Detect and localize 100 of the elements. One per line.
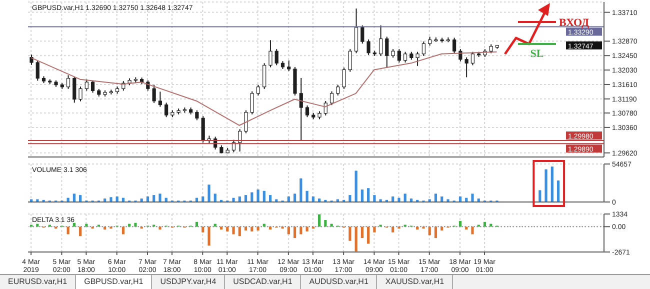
bar bbox=[471, 194, 474, 202]
text: USDCAD.var,H1 bbox=[225, 275, 302, 289]
candlestick bbox=[366, 38, 370, 56]
candlestick bbox=[416, 51, 420, 66]
candlestick bbox=[84, 78, 88, 92]
bar bbox=[256, 189, 260, 202]
bar bbox=[360, 226, 364, 238]
bar bbox=[134, 222, 137, 227]
candlestick bbox=[385, 36, 389, 68]
bar bbox=[79, 226, 82, 236]
bar bbox=[220, 226, 223, 230]
bar bbox=[122, 226, 125, 234]
candlestick bbox=[464, 56, 468, 78]
candlestick bbox=[244, 110, 248, 134]
bar bbox=[306, 226, 308, 232]
bar bbox=[348, 195, 352, 202]
candlestick bbox=[152, 84, 156, 104]
bar bbox=[158, 194, 162, 202]
candlestick bbox=[274, 48, 278, 66]
bar bbox=[360, 189, 364, 202]
candlestick bbox=[348, 48, 352, 72]
bar bbox=[446, 199, 450, 202]
candlestick bbox=[299, 77, 303, 142]
bar bbox=[214, 194, 216, 202]
bar bbox=[538, 190, 542, 202]
annotation: ВХОД bbox=[559, 17, 590, 29]
bar bbox=[465, 226, 468, 230]
candlestick bbox=[403, 51, 408, 63]
bar bbox=[556, 180, 560, 202]
bar bbox=[306, 190, 308, 202]
bar bbox=[300, 226, 302, 234]
text: USDJPY.var,H4 bbox=[152, 275, 226, 289]
candlestick bbox=[256, 84, 260, 96]
bar bbox=[434, 194, 438, 202]
bar bbox=[66, 226, 70, 234]
candlestick bbox=[66, 74, 70, 90]
bar bbox=[152, 195, 156, 202]
bar bbox=[373, 226, 376, 232]
bar bbox=[268, 226, 272, 230]
line-series bbox=[30, 51, 498, 126]
candlestick bbox=[158, 91, 162, 108]
bar bbox=[208, 184, 210, 202]
candlestick bbox=[397, 48, 401, 63]
candlestick bbox=[238, 128, 242, 152]
bar bbox=[367, 226, 370, 244]
candlestick bbox=[72, 76, 76, 104]
bar bbox=[428, 226, 431, 236]
bar bbox=[544, 169, 548, 202]
bar bbox=[440, 226, 444, 230]
bar bbox=[434, 226, 438, 238]
bar bbox=[250, 226, 254, 232]
candlestick bbox=[305, 104, 310, 118]
candlestick bbox=[250, 90, 254, 115]
candlestick bbox=[287, 60, 291, 72]
bar bbox=[300, 178, 302, 202]
bar bbox=[373, 195, 376, 202]
bar bbox=[226, 226, 229, 232]
candlestick bbox=[342, 67, 346, 90]
bar bbox=[268, 195, 272, 202]
bar bbox=[110, 197, 112, 202]
bar bbox=[79, 195, 82, 202]
candlestick bbox=[336, 84, 340, 96]
bar bbox=[232, 198, 235, 202]
candlestick bbox=[268, 40, 272, 68]
annotation: SL bbox=[530, 48, 544, 60]
candlestick bbox=[232, 139, 236, 153]
bar bbox=[392, 226, 394, 232]
candlestick bbox=[36, 60, 40, 82]
candlestick bbox=[262, 62, 266, 90]
bar bbox=[348, 226, 352, 241]
bar bbox=[256, 226, 260, 230]
bar bbox=[238, 226, 241, 236]
candlestick bbox=[360, 24, 364, 44]
bar bbox=[287, 226, 290, 234]
candlestick bbox=[452, 37, 456, 54]
bar bbox=[104, 226, 106, 230]
bar bbox=[471, 226, 474, 234]
bar bbox=[158, 226, 162, 230]
text: AUDUSD.var,H1 bbox=[301, 275, 378, 289]
bar bbox=[483, 222, 486, 227]
bar bbox=[458, 220, 462, 227]
candlestick bbox=[30, 54, 34, 66]
candlestick bbox=[90, 80, 95, 94]
text: GBPUSD.var,H1 bbox=[76, 275, 152, 289]
bar bbox=[262, 190, 266, 202]
bar bbox=[318, 214, 321, 227]
candlestick bbox=[330, 90, 334, 106]
bar bbox=[550, 166, 554, 202]
bar bbox=[398, 198, 400, 202]
bar bbox=[244, 195, 248, 202]
bar bbox=[367, 188, 370, 202]
bar bbox=[72, 194, 76, 202]
bar bbox=[208, 226, 210, 246]
candlestick bbox=[195, 110, 199, 121]
bar bbox=[202, 226, 204, 232]
bar bbox=[404, 194, 406, 202]
bar bbox=[354, 226, 358, 252]
bar bbox=[293, 226, 296, 238]
candlestick bbox=[458, 48, 462, 62]
candlestick bbox=[378, 24, 383, 56]
